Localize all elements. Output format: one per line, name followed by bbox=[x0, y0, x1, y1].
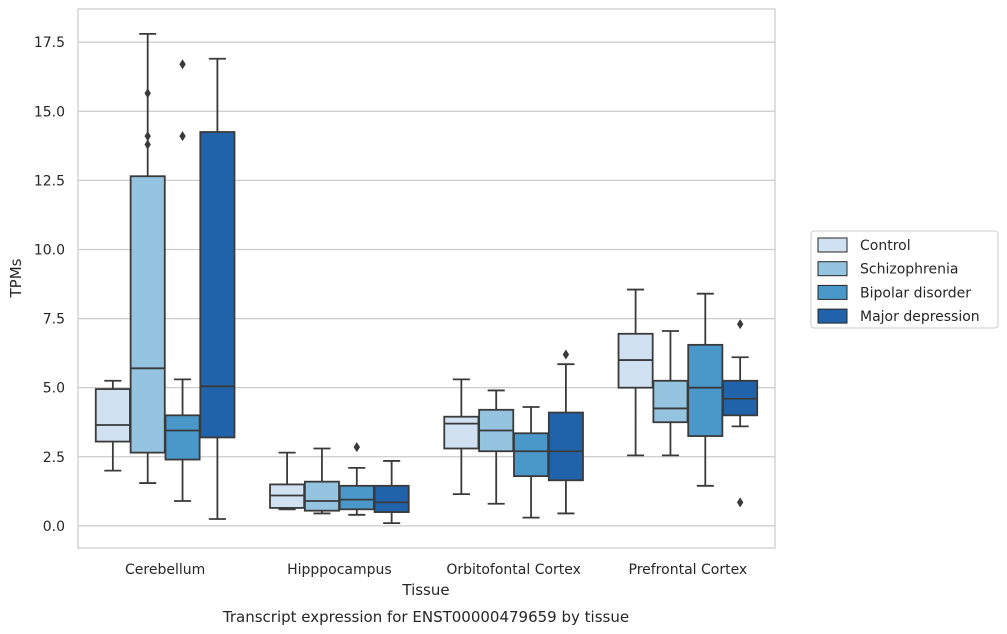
figure-caption: Transcript expression for ENST0000047965… bbox=[222, 608, 629, 626]
box bbox=[478, 389, 515, 505]
outlier-point bbox=[562, 349, 570, 360]
box bbox=[164, 59, 201, 502]
outlier-point bbox=[144, 131, 151, 142]
box-body bbox=[373, 484, 410, 513]
outlier-point bbox=[736, 319, 744, 330]
box bbox=[129, 32, 166, 484]
box bbox=[547, 349, 584, 515]
box-body bbox=[129, 175, 166, 454]
outlier-point bbox=[144, 139, 151, 150]
legend-label: Schizophrenia bbox=[860, 262, 958, 278]
box-body bbox=[443, 415, 480, 450]
box bbox=[443, 378, 480, 496]
legend-label: Control bbox=[860, 238, 911, 254]
outlier-point bbox=[144, 88, 151, 99]
box bbox=[617, 288, 654, 457]
y-tick-label: 15.0 bbox=[34, 104, 65, 120]
y-tick-label: 17.5 bbox=[34, 35, 65, 51]
y-tick-label: 10.0 bbox=[34, 242, 65, 258]
outlier-point bbox=[353, 442, 360, 453]
box-body bbox=[687, 343, 724, 437]
box-body bbox=[547, 411, 584, 482]
y-axis-label: TPMs bbox=[7, 258, 25, 298]
box-groups bbox=[94, 32, 759, 525]
legend-label: Major depression bbox=[860, 309, 980, 325]
y-tick-label: 7.5 bbox=[43, 312, 65, 328]
y-tick-label: 0.0 bbox=[43, 519, 65, 535]
outlier-point bbox=[736, 497, 744, 508]
x-tick-label: Hipppocampus bbox=[287, 562, 392, 578]
legend-label: Bipolar disorder bbox=[860, 285, 971, 301]
box-body bbox=[303, 480, 340, 512]
box-body bbox=[338, 484, 375, 511]
x-tick-label: Prefrontal Cortex bbox=[629, 562, 748, 578]
x-tick-label: Cerebellum bbox=[125, 562, 205, 578]
box bbox=[338, 442, 375, 516]
box bbox=[94, 379, 131, 472]
box bbox=[513, 406, 550, 519]
legend-swatch bbox=[817, 284, 848, 300]
box-body bbox=[513, 432, 550, 478]
legend-swatch bbox=[817, 308, 848, 324]
legend: Control Schizophrenia Bipolar disorder Majo… bbox=[810, 230, 999, 329]
box bbox=[269, 451, 306, 511]
legend-swatch bbox=[817, 237, 848, 253]
box bbox=[199, 57, 236, 520]
y-axis-tick-labels: 0.0 2.5 5.0 7.5 10.0 12.5 15.0 17.5 bbox=[34, 35, 65, 535]
outlier-point bbox=[179, 59, 186, 70]
y-tick-label: 2.5 bbox=[43, 450, 65, 466]
box-body bbox=[652, 379, 689, 424]
box bbox=[373, 460, 410, 525]
box bbox=[687, 292, 724, 487]
x-axis-label: Tissue bbox=[401, 581, 449, 599]
x-tick-label: Orbitofontal Cortex bbox=[446, 562, 581, 578]
box-body bbox=[94, 388, 131, 443]
x-axis-tick-labels: Cerebellum Hipppocampus Orbitofontal Corte… bbox=[125, 562, 747, 578]
plot-area-frame bbox=[77, 8, 776, 549]
box bbox=[722, 319, 759, 508]
box-body bbox=[199, 131, 236, 439]
y-tick-label: 12.5 bbox=[34, 173, 65, 189]
legend-frame bbox=[810, 230, 999, 329]
box-body bbox=[164, 414, 201, 461]
box bbox=[652, 330, 689, 457]
outlier-point bbox=[179, 131, 186, 142]
legend-swatch bbox=[817, 261, 848, 277]
box bbox=[303, 447, 340, 515]
y-tick-label: 5.0 bbox=[43, 381, 65, 397]
